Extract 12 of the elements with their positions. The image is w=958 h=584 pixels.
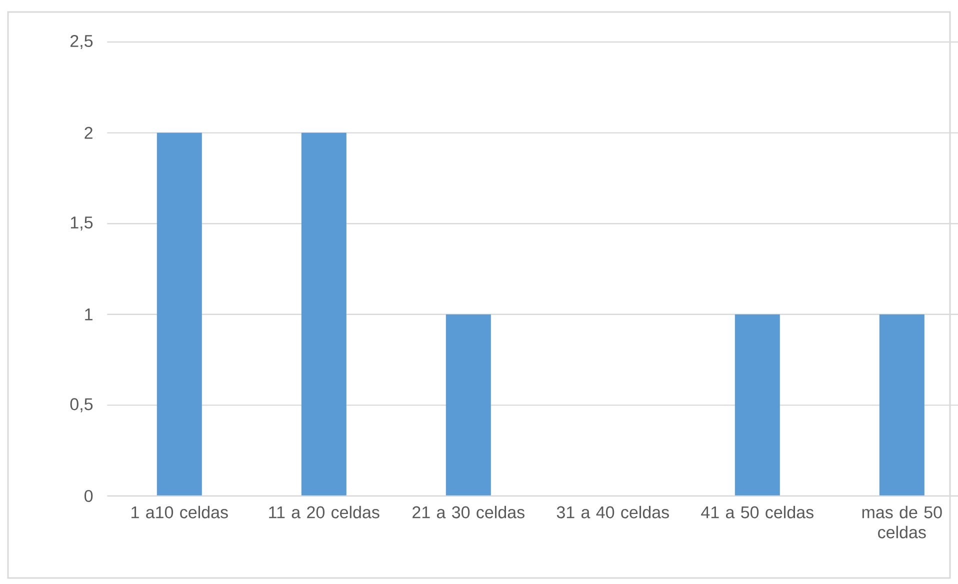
x-tick-label: 31 a 40 celdas — [556, 506, 669, 518]
y-tick-label: 2 — [84, 126, 92, 139]
x-tick-label: 1 a10 celdas — [132, 506, 228, 518]
x-tick-label: 21 a 30 celdas — [412, 506, 524, 518]
y-tick-label: 2,5 — [70, 34, 93, 50]
y-tick-label: 0 — [84, 490, 93, 502]
x-tick-label: 11 a 20 celdas — [269, 506, 380, 518]
y-tick-label: 1 — [85, 308, 92, 320]
x-tick-label: mas de 50 celdas — [862, 506, 942, 538]
x-tick-label: 41 a 50 celdas — [701, 506, 814, 518]
y-tick-label: 0,5 — [70, 398, 93, 412]
y-tick-label: 1,5 — [70, 216, 93, 231]
